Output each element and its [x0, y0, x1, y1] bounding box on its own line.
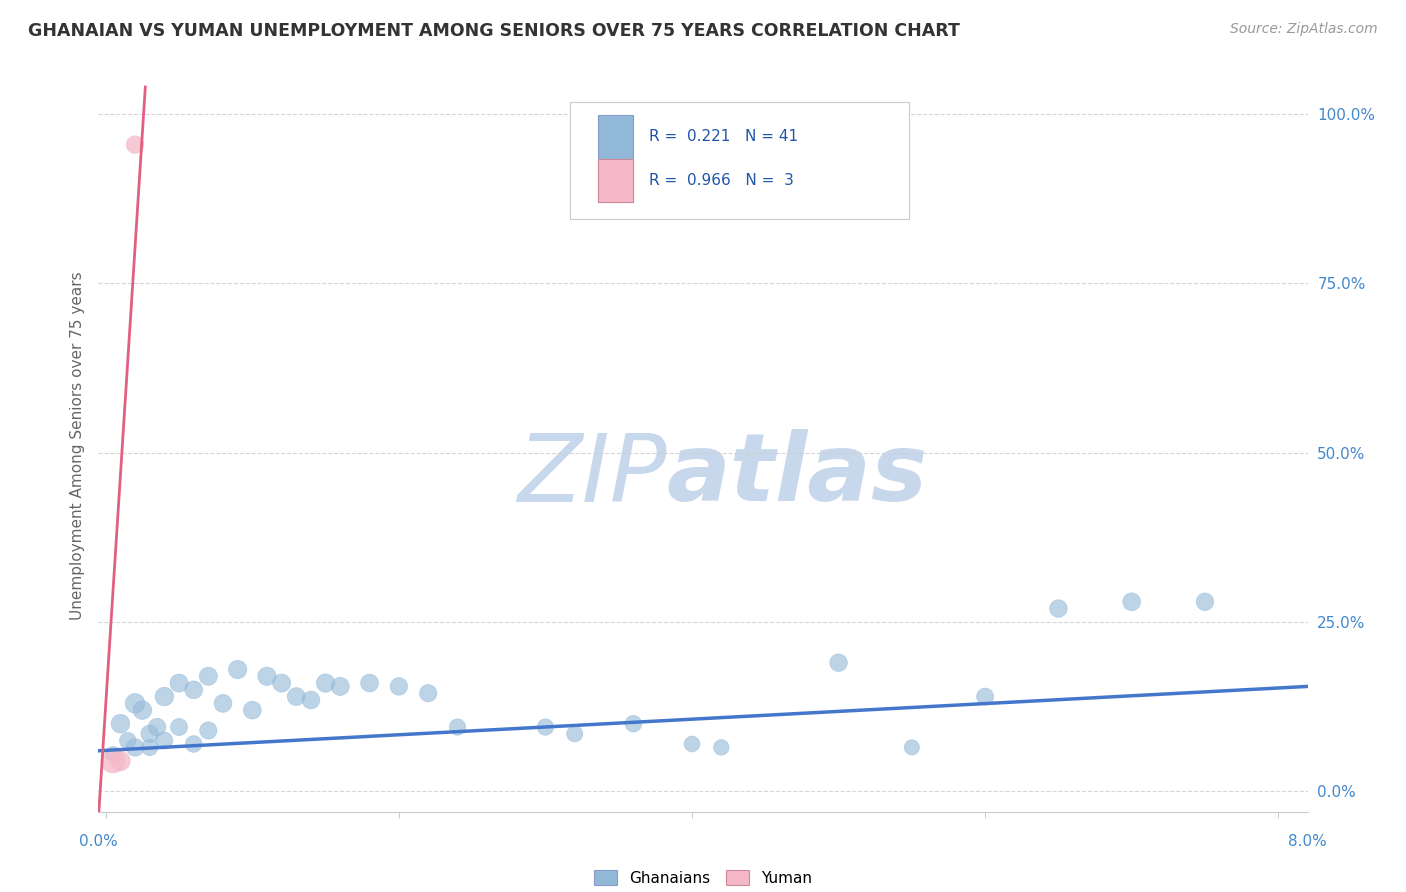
Point: [197, 723, 219, 738]
FancyBboxPatch shape: [598, 160, 633, 202]
Point: [564, 727, 586, 741]
Text: Source: ZipAtlas.com: Source: ZipAtlas.com: [1230, 22, 1378, 37]
Point: [681, 737, 703, 751]
Point: [285, 690, 308, 704]
Point: [167, 676, 190, 690]
Point: [1047, 601, 1070, 615]
Point: [359, 676, 381, 690]
Point: [621, 716, 644, 731]
Text: ZIP: ZIP: [517, 430, 666, 521]
Point: [974, 690, 997, 704]
Point: [138, 727, 160, 741]
Point: [388, 680, 411, 694]
Y-axis label: Unemployment Among Seniors over 75 years: Unemployment Among Seniors over 75 years: [69, 272, 84, 620]
Point: [183, 737, 205, 751]
Text: atlas: atlas: [666, 429, 928, 521]
Text: R =  0.221   N = 41: R = 0.221 N = 41: [648, 129, 797, 145]
Point: [153, 733, 176, 747]
Point: [1194, 595, 1216, 609]
Text: 0.0%: 0.0%: [79, 834, 118, 849]
Point: [101, 754, 124, 768]
Point: [197, 669, 219, 683]
Text: R =  0.966   N =  3: R = 0.966 N = 3: [648, 173, 793, 188]
Point: [710, 740, 733, 755]
Point: [124, 740, 146, 755]
Point: [418, 686, 440, 700]
Point: [901, 740, 924, 755]
Point: [124, 697, 146, 711]
Point: [110, 716, 132, 731]
Point: [256, 669, 278, 683]
Point: [226, 663, 249, 677]
Legend: Ghanaians, Yuman: Ghanaians, Yuman: [588, 863, 818, 892]
Point: [827, 656, 849, 670]
Point: [534, 720, 557, 734]
Point: [270, 676, 292, 690]
Text: 8.0%: 8.0%: [1288, 834, 1327, 849]
Point: [153, 690, 176, 704]
Point: [124, 137, 146, 152]
Point: [212, 697, 235, 711]
Point: [446, 720, 468, 734]
Point: [110, 754, 132, 768]
Text: GHANAIAN VS YUMAN UNEMPLOYMENT AMONG SENIORS OVER 75 YEARS CORRELATION CHART: GHANAIAN VS YUMAN UNEMPLOYMENT AMONG SEN…: [28, 22, 960, 40]
Point: [240, 703, 263, 717]
Point: [101, 747, 124, 761]
Point: [138, 740, 160, 755]
Point: [131, 703, 153, 717]
FancyBboxPatch shape: [569, 103, 908, 219]
Point: [329, 680, 352, 694]
Point: [183, 682, 205, 697]
Point: [315, 676, 337, 690]
Point: [167, 720, 190, 734]
Point: [1121, 595, 1143, 609]
Point: [117, 733, 139, 747]
Point: [299, 693, 322, 707]
FancyBboxPatch shape: [598, 115, 633, 159]
Point: [146, 720, 169, 734]
